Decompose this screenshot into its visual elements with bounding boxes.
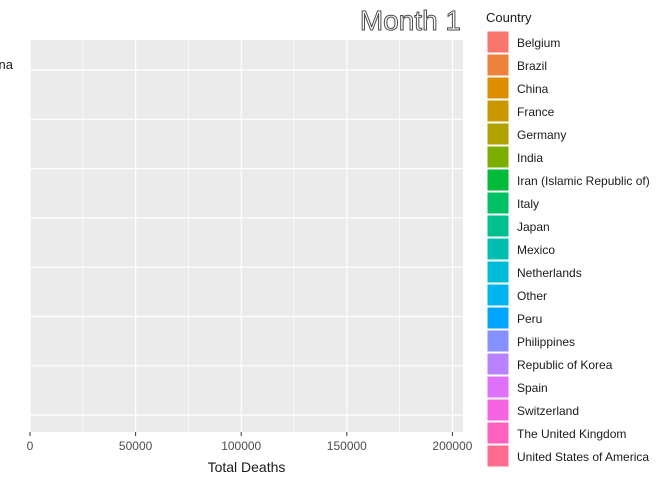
legend-key <box>486 283 510 307</box>
legend-label: China <box>517 82 549 96</box>
y-axis-category-label: China <box>0 57 14 72</box>
legend-key <box>486 122 510 146</box>
plot-panel <box>30 40 463 432</box>
legend-key <box>486 191 510 215</box>
legend: Belgium Brazil China France Germany India Iran… <box>486 30 650 468</box>
legend-key <box>486 421 510 445</box>
legend-key <box>486 168 510 192</box>
legend-label: Japan <box>517 220 550 234</box>
x-axis-ticks: 0 50000 100000 150000 200000 <box>27 432 473 453</box>
legend-key <box>486 214 510 238</box>
legend-label: Brazil <box>517 59 547 73</box>
x-tick-label: 150000 <box>327 439 367 453</box>
legend-key <box>486 30 510 54</box>
legend-label: Peru <box>517 312 542 326</box>
chart-title: Month 1 <box>360 5 461 36</box>
legend-label: United States of America <box>517 450 649 464</box>
legend-key <box>486 398 510 422</box>
legend-key <box>486 53 510 77</box>
legend-label: Belgium <box>517 36 560 50</box>
legend-label: Philippines <box>517 335 575 349</box>
legend-key <box>486 306 510 330</box>
legend-label: The United Kingdom <box>517 427 626 441</box>
legend-label: Other <box>517 289 547 303</box>
legend-label: Republic of Korea <box>517 358 613 372</box>
legend-label: Germany <box>517 128 566 142</box>
legend-key <box>486 99 510 123</box>
legend-key <box>486 76 510 100</box>
x-tick-label: 200000 <box>432 439 472 453</box>
legend-key <box>486 444 510 468</box>
legend-key <box>486 329 510 353</box>
legend-label: Italy <box>517 197 539 211</box>
legend-key <box>486 237 510 261</box>
legend-key <box>486 260 510 284</box>
legend-label: Spain <box>517 381 548 395</box>
legend-label: Iran (Islamic Republic of) <box>517 174 650 188</box>
legend-label: France <box>517 105 555 119</box>
legend-label: India <box>517 151 543 165</box>
minor-gridlines <box>82 40 400 432</box>
legend-key <box>486 352 510 376</box>
legend-key <box>486 375 510 399</box>
x-tick-label: 50000 <box>119 439 153 453</box>
legend-title: Country <box>486 10 532 25</box>
legend-label: Switzerland <box>517 404 579 418</box>
x-tick-label: 100000 <box>221 439 261 453</box>
major-gridlines <box>29 40 463 432</box>
x-tick-label: 0 <box>27 439 34 453</box>
x-axis-title: Total Deaths <box>208 459 286 475</box>
legend-key <box>486 145 510 169</box>
y-axis-labels: China <box>0 57 14 72</box>
legend-label: Netherlands <box>517 266 582 280</box>
legend-label: Mexico <box>517 243 555 257</box>
